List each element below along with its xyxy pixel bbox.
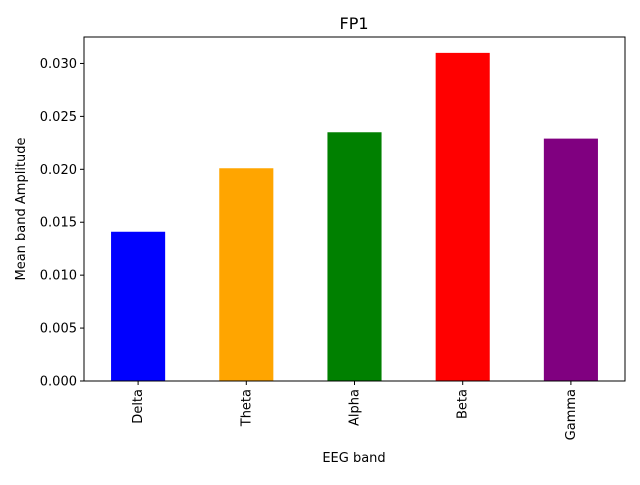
y-tick-label: 0.025 — [40, 110, 77, 125]
x-tick-label: Delta — [131, 389, 146, 424]
x-axis-label: EEG band — [322, 451, 385, 466]
y-axis-label: Mean band Amplitude — [14, 137, 29, 280]
x-tick-label: Beta — [456, 389, 471, 419]
x-tick-label: Gamma — [564, 389, 579, 440]
y-tick-label: 0.010 — [40, 269, 77, 284]
y-tick-label: 0.030 — [40, 57, 77, 72]
x-tick-label: Alpha — [348, 389, 363, 426]
bar-delta — [111, 231, 166, 381]
y-tick-label: 0.015 — [40, 216, 77, 231]
chart-title: FP1 — [339, 14, 368, 33]
bars-layer — [111, 52, 598, 381]
y-tick-label: 0.020 — [40, 163, 77, 178]
bar-theta — [219, 168, 274, 381]
bar-gamma — [543, 138, 598, 381]
y-tick-label: 0.005 — [40, 322, 77, 337]
y-tick-label: 0.000 — [40, 375, 77, 390]
x-tick-label: Theta — [239, 389, 254, 427]
bar-beta — [435, 52, 490, 381]
y-axis: 0.000 0.005 0.010 0.015 0.020 0.025 0.030 — [40, 57, 84, 390]
bar-alpha — [327, 132, 382, 381]
x-axis: Delta Theta Alpha Beta Gamma — [131, 381, 579, 440]
